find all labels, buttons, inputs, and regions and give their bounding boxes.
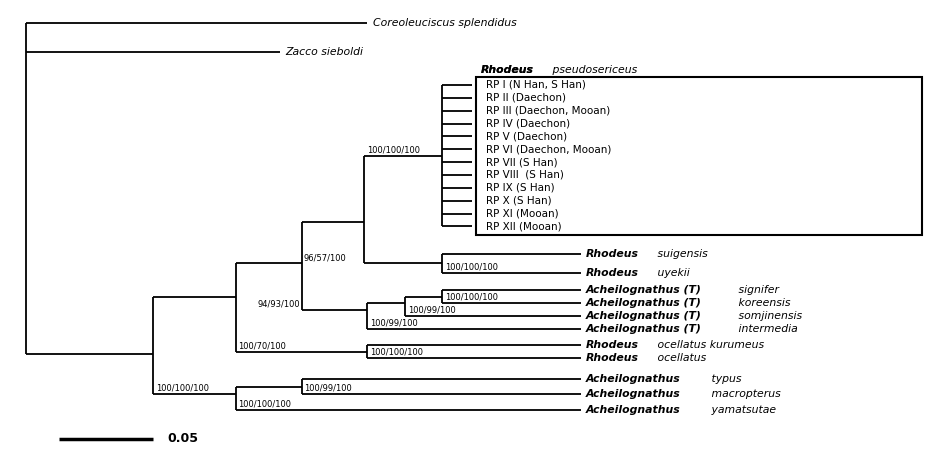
- Text: Acheilognathus: Acheilognathus: [585, 374, 681, 384]
- Text: 100/99/100: 100/99/100: [304, 383, 352, 393]
- Text: signifer: signifer: [734, 286, 778, 295]
- Text: 96/57/100: 96/57/100: [303, 254, 346, 262]
- Text: 100/99/100: 100/99/100: [370, 318, 417, 327]
- Text: macropterus: macropterus: [707, 389, 780, 399]
- Text: ocellatus: ocellatus: [653, 353, 706, 363]
- Text: 100/100/100: 100/100/100: [367, 146, 420, 154]
- Text: Rhodeus: Rhodeus: [480, 65, 533, 75]
- Text: somjinensis: somjinensis: [734, 311, 801, 321]
- Text: 0.05: 0.05: [167, 432, 198, 445]
- Text: RP X (S Han): RP X (S Han): [485, 196, 550, 206]
- Text: 100/100/100: 100/100/100: [156, 383, 209, 393]
- Text: Rhodeus: Rhodeus: [585, 353, 638, 363]
- Text: Acheilognathus (T): Acheilognathus (T): [585, 324, 701, 334]
- Text: 100/70/100: 100/70/100: [238, 341, 286, 350]
- Text: RP VI (Daechon, Mooan): RP VI (Daechon, Mooan): [485, 144, 611, 154]
- Text: Rhodeus: Rhodeus: [585, 268, 638, 278]
- Text: intermedia: intermedia: [734, 324, 797, 334]
- Text: Coreoleuciscus splendidus: Coreoleuciscus splendidus: [373, 18, 516, 28]
- Text: RP IV (Daechon): RP IV (Daechon): [485, 119, 569, 128]
- Text: Acheilognathus: Acheilognathus: [585, 405, 681, 415]
- Text: Rhodeus: Rhodeus: [480, 65, 533, 75]
- Text: ocellatus kurumeus: ocellatus kurumeus: [653, 340, 764, 350]
- Text: 100/100/100: 100/100/100: [238, 400, 292, 408]
- Text: Acheilognathus: Acheilognathus: [585, 389, 681, 399]
- Bar: [476, 77, 920, 235]
- Text: yamatsutae: yamatsutae: [707, 405, 775, 415]
- Text: koreensis: koreensis: [734, 298, 789, 308]
- Text: 94/93/100: 94/93/100: [257, 299, 299, 309]
- Text: 100/100/100: 100/100/100: [445, 293, 497, 302]
- Text: RP I (N Han, S Han): RP I (N Han, S Han): [485, 80, 585, 90]
- Text: Rhodeus: Rhodeus: [585, 249, 638, 259]
- Text: typus: typus: [707, 374, 740, 384]
- Text: RP II (Daechon): RP II (Daechon): [485, 93, 565, 103]
- Text: RP V (Daechon): RP V (Daechon): [485, 131, 566, 141]
- Text: RP IX (S Han): RP IX (S Han): [485, 183, 554, 193]
- Text: 100/99/100: 100/99/100: [407, 305, 455, 315]
- Text: RP VII (S Han): RP VII (S Han): [485, 157, 557, 167]
- Text: Acheilognathus (T): Acheilognathus (T): [585, 286, 701, 295]
- Text: Rhodeus: Rhodeus: [585, 340, 638, 350]
- Text: 100/100/100: 100/100/100: [445, 262, 497, 272]
- Text: RP XII (Mooan): RP XII (Mooan): [485, 221, 561, 231]
- Text: suigensis: suigensis: [653, 249, 707, 259]
- Text: uyekii: uyekii: [653, 268, 689, 278]
- Text: Acheilognathus (T): Acheilognathus (T): [585, 298, 701, 308]
- Text: RP XI (Mooan): RP XI (Mooan): [485, 208, 558, 219]
- Text: RP VIII  (S Han): RP VIII (S Han): [485, 170, 563, 180]
- Text: Acheilognathus (T): Acheilognathus (T): [585, 311, 701, 321]
- Text: pseudosericeus: pseudosericeus: [548, 65, 636, 75]
- Text: RP III (Daechon, Mooan): RP III (Daechon, Mooan): [485, 106, 609, 116]
- Text: 100/100/100: 100/100/100: [370, 347, 423, 357]
- Text: Zacco sieboldi: Zacco sieboldi: [285, 47, 363, 57]
